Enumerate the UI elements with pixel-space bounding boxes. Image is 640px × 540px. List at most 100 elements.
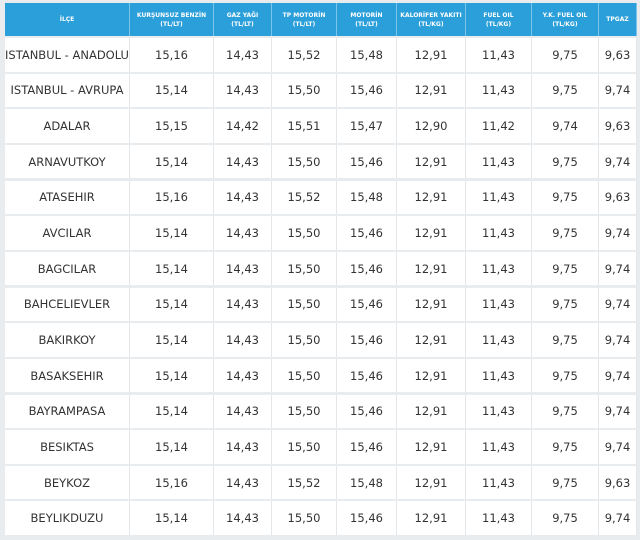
cell-text: BAHCELIEVLER [23, 297, 111, 312]
cell-text: 15,14 [155, 226, 188, 240]
cell-text: 12,91 [414, 297, 448, 312]
header-name: TP MOTORİN [282, 11, 326, 19]
table-cell: 9,74 [532, 109, 599, 143]
header-name: KURŞUNSUZ BENZİN [136, 11, 207, 19]
cell-text: 15,52 [287, 190, 321, 205]
table-cell: 15,48 [337, 180, 397, 215]
cell-text: 14,43 [226, 475, 259, 490]
cell-text: 15,50 [287, 439, 321, 454]
header-name: FUEL OIL [483, 11, 514, 19]
cell-text: ARNAVUTKOY [28, 154, 106, 169]
cell-text: 9,74 [604, 83, 631, 98]
table-cell: 9,75 [532, 323, 599, 357]
cell-text: 9,74 [604, 261, 631, 276]
table-cell: 15,52 [272, 180, 337, 215]
header-cell: KALORİFER YAKITI (TL/KG) [397, 3, 466, 36]
table-cell: 15,14 [130, 216, 214, 250]
header-cell: KURŞUNSUZ BENZİN (TL/LT) [130, 3, 214, 36]
cell-text: ATASEHIR [39, 190, 95, 205]
cell-text: BEYKOZ [43, 475, 91, 490]
table-cell: 12,91 [397, 430, 466, 464]
cell-text: 12,91 [414, 332, 448, 347]
cell-text: 12,91 [414, 261, 448, 276]
table-cell: ARNAVUTKOY [5, 144, 130, 179]
table-cell: 15,52 [272, 38, 337, 72]
table-cell: 15,50 [272, 251, 337, 286]
table-cell: 14,43 [214, 73, 272, 108]
cell-text: 15,50 [287, 511, 321, 526]
table-cell: 15,51 [272, 109, 337, 143]
header-name: GAZ YAĞI [226, 11, 259, 19]
cell-text: 15,48 [350, 47, 383, 62]
table-cell: 15,46 [337, 323, 397, 357]
cell-text: 9,74 [604, 368, 631, 383]
header-cell: FUEL OIL (TL/KG) [466, 3, 532, 36]
table-cell: 9,74 [599, 144, 637, 179]
cell-text: BESIKTAS [40, 439, 94, 454]
cell-text: ISTANBUL - AVRUPA [10, 83, 124, 98]
cell-text: 9,74 [552, 119, 578, 134]
table-cell: 15,16 [130, 465, 214, 500]
table-cell: 15,47 [337, 109, 397, 143]
cell-text: 14,43 [226, 297, 259, 312]
table-cell: 15,50 [272, 287, 337, 322]
table-cell: ADALAR [5, 109, 130, 143]
cell-text: 15,14 [155, 332, 188, 347]
table-cell: 14,43 [214, 394, 272, 428]
cell-text: 15,16 [155, 475, 188, 490]
header-unit: (TL/KG) [418, 20, 444, 28]
table-cell: 9,75 [532, 73, 599, 108]
cell-text: 9,74 [604, 439, 631, 454]
cell-text: 9,75 [552, 190, 578, 205]
cell-text: 14,43 [226, 47, 259, 62]
table-cell: 15,46 [337, 394, 397, 428]
table-cell: 14,42 [214, 109, 272, 143]
table-cell: 12,90 [397, 109, 466, 143]
header-cell: GAZ YAĞI (TL/LT) [214, 3, 272, 36]
table-cell: 9,75 [532, 251, 599, 286]
cell-text: 11,43 [482, 154, 515, 169]
cell-text: 9,75 [552, 226, 578, 240]
cell-text: 15,16 [155, 190, 188, 205]
cell-text: 9,63 [604, 47, 631, 62]
cell-text: 11,43 [482, 439, 515, 454]
table-cell: 12,91 [397, 465, 466, 500]
table-cell: AVCILAR [5, 216, 130, 250]
cell-text: 9,75 [552, 368, 578, 383]
cell-text: 9,74 [604, 226, 631, 240]
cell-text: 12,91 [414, 154, 448, 169]
cell-text: 11,43 [482, 47, 515, 62]
header-name: TPGAZ [606, 16, 629, 23]
table-cell: 12,91 [397, 323, 466, 357]
cell-text: 15,14 [155, 511, 188, 526]
cell-text: 15,14 [155, 261, 188, 276]
table-cell: 15,50 [272, 216, 337, 250]
cell-text: 15,46 [350, 261, 383, 276]
table-cell: 11,43 [466, 323, 532, 357]
cell-text: BAKIRKOY [38, 332, 96, 347]
table-cell: 14,43 [214, 180, 272, 215]
table-cell: 9,75 [532, 38, 599, 72]
table-cell: 9,74 [599, 430, 637, 464]
table-cell: 12,91 [397, 38, 466, 72]
table-cell: 15,15 [130, 109, 214, 143]
cell-text: 15,48 [350, 475, 383, 490]
table-cell: BEYLIKDUZU [5, 501, 130, 535]
cell-text: 15,46 [350, 83, 383, 98]
table-cell: 15,16 [130, 180, 214, 215]
cell-text: 15,50 [287, 261, 321, 276]
cell-text: 15,14 [155, 154, 188, 169]
table-cell: 15,14 [130, 323, 214, 357]
cell-text: 12,91 [414, 83, 448, 98]
cell-text: 15,51 [287, 119, 321, 134]
cell-text: 15,50 [287, 404, 321, 419]
table-cell: 12,91 [397, 251, 466, 286]
cell-text: 11,43 [482, 368, 515, 383]
table-cell: 15,46 [337, 501, 397, 535]
header-cell: Y.K. FUEL OIL (TL/KG) [532, 3, 599, 36]
table-cell: 12,91 [397, 287, 466, 322]
cell-text: 9,75 [552, 297, 578, 312]
table-cell: 9,75 [532, 465, 599, 500]
cell-text: ADALAR [43, 119, 91, 134]
